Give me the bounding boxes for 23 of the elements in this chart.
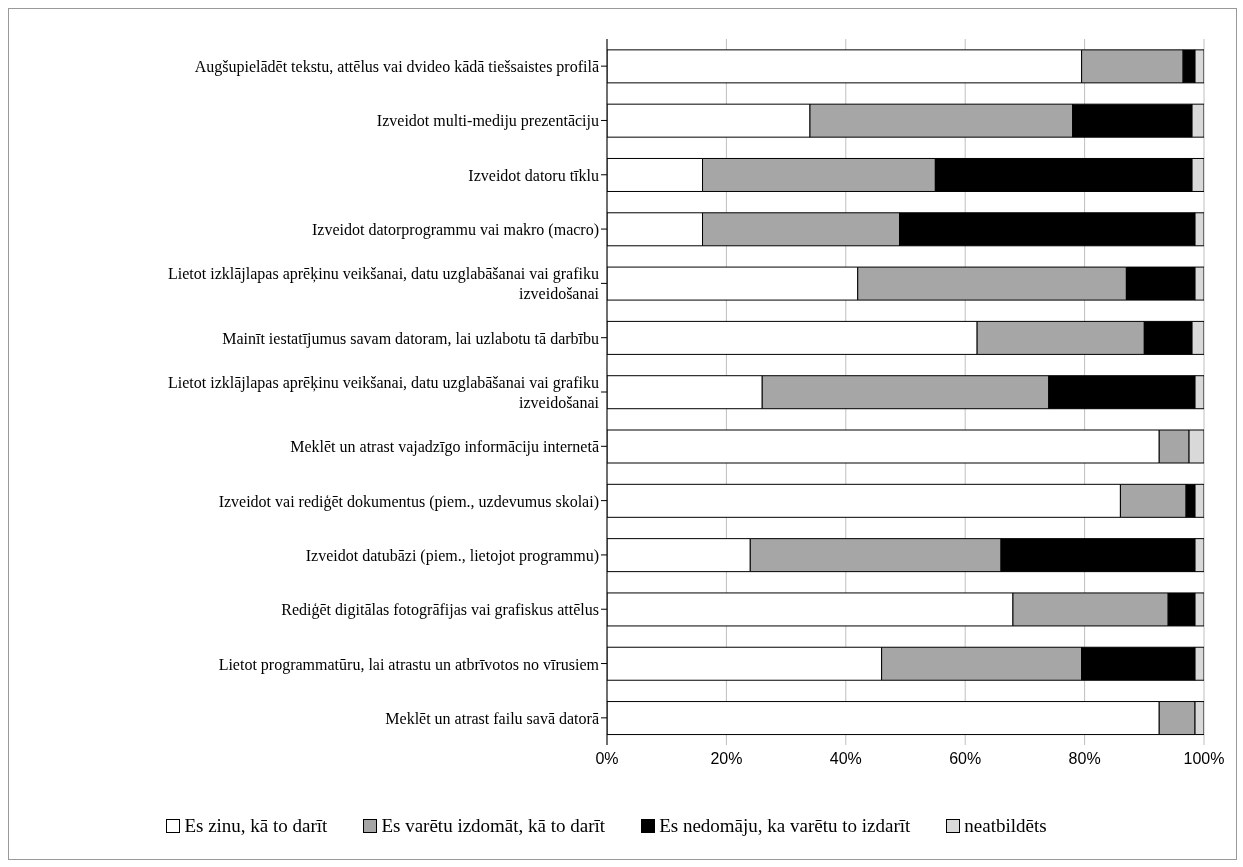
y-tick-label: Izveidot datorprogrammu vai makro (macro): [312, 220, 599, 239]
x-tick-label: 20%: [710, 750, 743, 768]
y-tick-label: Izveidot multi-mediju prezentāciju: [376, 111, 599, 130]
x-tick-label: 0%: [595, 750, 619, 768]
y-tick-label: Izveidot vai rediģēt dokumentus (piem., uzdevumus skolai): [218, 492, 599, 511]
y-tick-label: Meklēt un atrast vajadzīgo informāciju internetā: [290, 437, 599, 456]
y-tick-label: Izveidot datoru tīklu: [468, 166, 599, 184]
x-tick-label: 80%: [1068, 750, 1101, 768]
y-tick-label: Lietot izklājlapas aprēķinu veikšanai, datu uzglabāšanai vai grafiku izveidošanai: [168, 264, 600, 302]
legend-label: neatbildēts: [963, 815, 1047, 837]
x-tick-label: 100%: [1183, 750, 1225, 768]
y-tick-label: Augšupielādēt tekstu, attēlus vai dvideo kādā tiešsaistes profilā: [194, 57, 599, 76]
y-tick-label: Mainīt iestatījumus savam datoram, lai uzlabotu tā darbību: [222, 329, 599, 348]
x-tick-label: 40%: [829, 750, 862, 768]
legend-label: Es nedomāju, ka varētu to izdarīt: [658, 815, 911, 837]
y-tick-label: Izveidot datubāzi (piem., lietojot programmu): [305, 546, 599, 565]
y-tick-label: Meklēt un atrast failu savā datorā: [385, 709, 599, 727]
x-tick-label: 60%: [949, 750, 982, 768]
legend-label: Es varētu izdomāt, kā to darīt: [380, 815, 606, 837]
legend-label: Es zinu, kā to darīt: [183, 815, 328, 837]
y-tick-label: Rediģēt digitālas fotogrāfijas vai grafiskus attēlus: [281, 600, 599, 619]
y-tick-label: Lietot izklājlapas aprēķinu veikšanai, datu uzglabāšanai vai grafiku izveidošanai: [168, 373, 600, 411]
y-tick-label: Lietot programmatūru, lai atrastu un atbrīvotos no vīrusiem: [218, 655, 600, 674]
